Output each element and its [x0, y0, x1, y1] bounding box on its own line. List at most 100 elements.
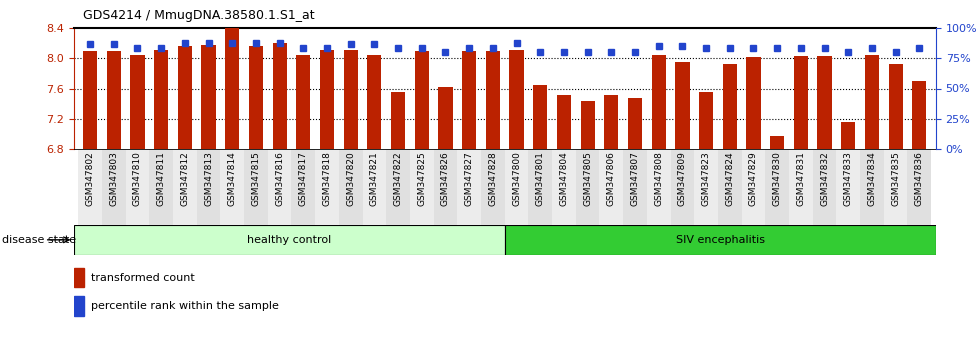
Bar: [889, 64, 903, 149]
Bar: [675, 62, 690, 149]
Bar: [177, 46, 192, 149]
Text: GSM347820: GSM347820: [346, 151, 355, 206]
Bar: [694, 149, 718, 225]
Bar: [125, 149, 149, 225]
Bar: [907, 149, 931, 225]
Bar: [363, 149, 386, 225]
Text: healthy control: healthy control: [247, 235, 331, 245]
Text: GSM347824: GSM347824: [725, 151, 734, 206]
Bar: [789, 149, 812, 225]
Text: GSM347804: GSM347804: [560, 151, 568, 206]
Bar: [410, 149, 433, 225]
Bar: [817, 56, 832, 149]
Bar: [699, 92, 713, 149]
Text: disease state: disease state: [2, 235, 76, 245]
Text: GSM347829: GSM347829: [749, 151, 758, 206]
Bar: [742, 149, 765, 225]
Text: GSM347833: GSM347833: [844, 151, 853, 206]
Bar: [386, 149, 410, 225]
Bar: [197, 149, 220, 225]
Text: GSM347835: GSM347835: [891, 151, 900, 206]
Bar: [864, 56, 879, 149]
Bar: [249, 46, 263, 149]
Text: GSM347808: GSM347808: [655, 151, 663, 206]
Text: GSM347836: GSM347836: [914, 151, 924, 206]
Bar: [600, 149, 623, 225]
Bar: [344, 50, 358, 149]
Text: GSM347821: GSM347821: [369, 151, 379, 206]
Text: percentile rank within the sample: percentile rank within the sample: [91, 301, 278, 311]
Bar: [433, 149, 458, 225]
Bar: [74, 225, 505, 255]
Bar: [794, 56, 808, 149]
Bar: [510, 50, 523, 149]
Bar: [860, 149, 884, 225]
Bar: [623, 149, 647, 225]
Text: transformed count: transformed count: [91, 273, 194, 282]
Bar: [74, 296, 84, 316]
Bar: [368, 56, 381, 149]
Bar: [268, 149, 291, 225]
Bar: [912, 81, 926, 149]
Text: GDS4214 / MmugDNA.38580.1.S1_at: GDS4214 / MmugDNA.38580.1.S1_at: [83, 9, 315, 22]
Text: GSM347826: GSM347826: [441, 151, 450, 206]
Bar: [316, 149, 339, 225]
Bar: [458, 149, 481, 225]
Bar: [765, 149, 789, 225]
Bar: [154, 50, 169, 149]
Bar: [83, 51, 97, 149]
Bar: [74, 268, 84, 287]
Text: GSM347813: GSM347813: [204, 151, 213, 206]
Bar: [533, 85, 548, 149]
Bar: [580, 101, 595, 149]
Bar: [291, 149, 316, 225]
Text: GSM347818: GSM347818: [322, 151, 331, 206]
Bar: [149, 149, 173, 225]
Text: GSM347802: GSM347802: [85, 151, 95, 206]
Text: GSM347830: GSM347830: [772, 151, 782, 206]
Text: GSM347823: GSM347823: [702, 151, 710, 206]
Text: GSM347805: GSM347805: [583, 151, 592, 206]
Bar: [505, 225, 936, 255]
Text: GSM347807: GSM347807: [630, 151, 640, 206]
Bar: [319, 50, 334, 149]
Bar: [462, 51, 476, 149]
Bar: [718, 149, 742, 225]
Text: GSM347806: GSM347806: [607, 151, 615, 206]
Bar: [173, 149, 197, 225]
Bar: [528, 149, 552, 225]
Bar: [102, 149, 125, 225]
Text: GSM347834: GSM347834: [867, 151, 876, 206]
Bar: [78, 149, 102, 225]
Bar: [130, 56, 145, 149]
Bar: [202, 45, 216, 149]
Bar: [652, 56, 665, 149]
Bar: [605, 95, 618, 149]
Bar: [770, 136, 784, 149]
Bar: [884, 149, 907, 225]
Text: GSM347825: GSM347825: [417, 151, 426, 206]
Bar: [576, 149, 600, 225]
Bar: [628, 97, 642, 149]
Bar: [339, 149, 363, 225]
Bar: [272, 44, 287, 149]
Bar: [220, 149, 244, 225]
Text: GSM347827: GSM347827: [465, 151, 473, 206]
Text: GSM347803: GSM347803: [110, 151, 119, 206]
Bar: [557, 95, 571, 149]
Bar: [438, 87, 453, 149]
Bar: [391, 92, 405, 149]
Text: GSM347812: GSM347812: [180, 151, 189, 206]
Text: GSM347800: GSM347800: [512, 151, 521, 206]
Bar: [841, 122, 856, 149]
Bar: [670, 149, 694, 225]
Text: GSM347811: GSM347811: [157, 151, 166, 206]
Bar: [244, 149, 268, 225]
Text: GSM347809: GSM347809: [678, 151, 687, 206]
Bar: [225, 28, 239, 149]
Text: GSM347828: GSM347828: [488, 151, 498, 206]
Bar: [836, 149, 860, 225]
Text: GSM347801: GSM347801: [536, 151, 545, 206]
Bar: [647, 149, 670, 225]
Bar: [107, 51, 121, 149]
